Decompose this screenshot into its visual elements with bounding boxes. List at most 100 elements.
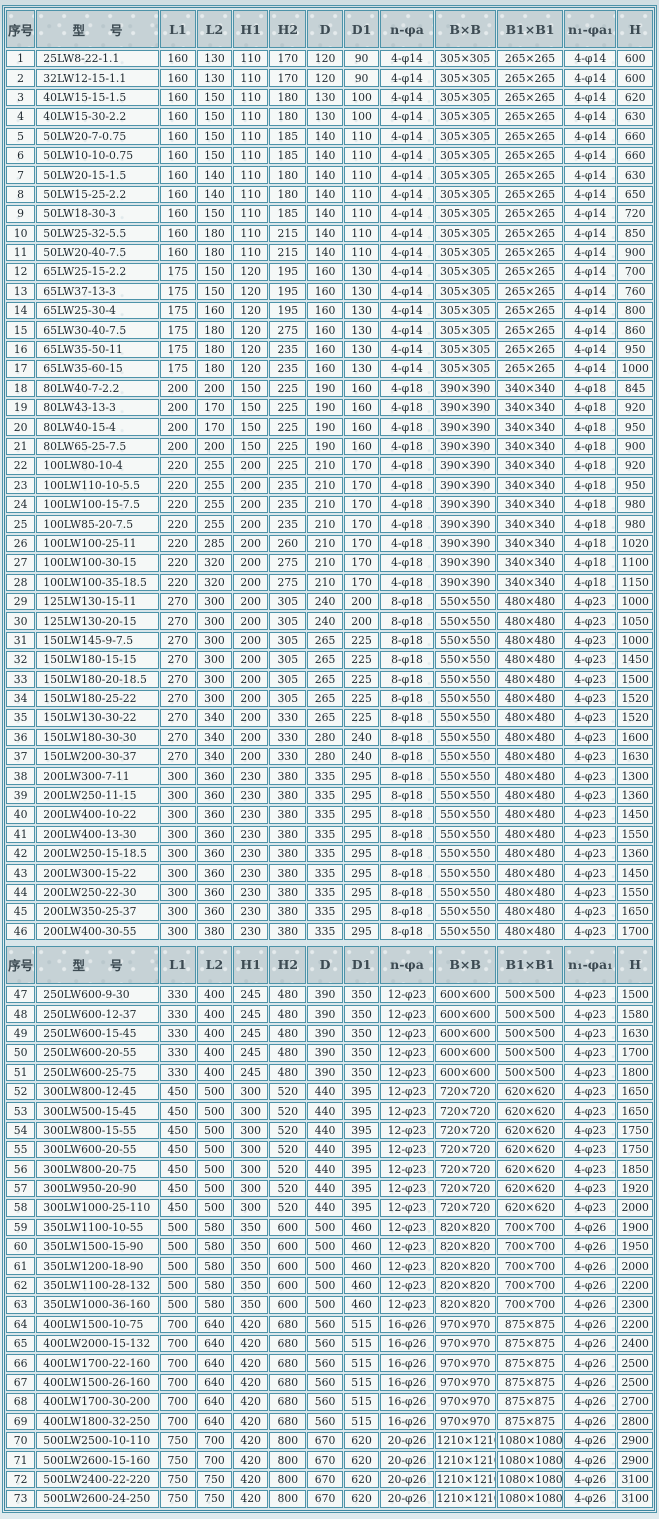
value-cell: 390×390 bbox=[434, 437, 496, 456]
model-cell: 200LW400-10-22 bbox=[36, 806, 159, 824]
value-cell: 480×480 bbox=[496, 612, 564, 630]
value-cell: 8-φ18 bbox=[380, 612, 434, 630]
value-cell: 630 bbox=[617, 166, 653, 184]
model-cell: 100LW100-25-11 bbox=[36, 534, 159, 553]
value-cell: 195 bbox=[269, 302, 307, 320]
value-cell: 140 bbox=[196, 166, 232, 184]
value-cell: 100 bbox=[343, 108, 380, 126]
value-cell: 440 bbox=[307, 1160, 343, 1178]
value-cell: 140 bbox=[196, 185, 232, 204]
value-cell: 160 bbox=[343, 437, 380, 456]
value-cell: 4-φ18 bbox=[564, 418, 617, 436]
value-cell: 800 bbox=[269, 1451, 307, 1469]
value-cell: 180 bbox=[269, 185, 307, 204]
value-cell: 1210×1210 bbox=[434, 1490, 496, 1508]
value-cell: 380 bbox=[269, 922, 307, 940]
value-cell: 820×820 bbox=[434, 1218, 496, 1237]
value-cell: 220 bbox=[159, 457, 196, 475]
value-cell: 16-φ26 bbox=[380, 1393, 434, 1411]
row-number-cell: 18 bbox=[6, 379, 36, 398]
model-cell: 150LW200-30-37 bbox=[36, 748, 159, 766]
row-number-cell: 4 bbox=[6, 108, 36, 126]
value-cell: 295 bbox=[343, 903, 380, 921]
value-cell: 360 bbox=[196, 786, 232, 805]
value-cell: 420 bbox=[232, 1412, 269, 1430]
value-cell: 720×720 bbox=[434, 1102, 496, 1120]
value-cell: 12-φ23 bbox=[380, 1102, 434, 1120]
value-cell: 1650 bbox=[617, 1082, 653, 1101]
table-row: 56 300LW800-20-75 450 500 300 520 440 395 12-φ23… bbox=[6, 1160, 653, 1178]
value-cell: 305×305 bbox=[434, 205, 496, 223]
table-row: 8 50LW15-25-2.2 160 140 110 180 140 110 4-φ14 305… bbox=[6, 185, 653, 204]
value-cell: 550×550 bbox=[434, 631, 496, 650]
value-cell: 515 bbox=[343, 1335, 380, 1353]
value-cell: 1020 bbox=[617, 534, 653, 553]
value-cell: 580 bbox=[196, 1238, 232, 1256]
value-cell: 700 bbox=[196, 1431, 232, 1450]
value-cell: 440 bbox=[307, 1141, 343, 1159]
value-cell: 265 bbox=[307, 689, 343, 708]
row-number-cell: 8 bbox=[6, 185, 36, 204]
value-cell: 4-φ14 bbox=[564, 146, 617, 165]
value-cell: 210 bbox=[307, 476, 343, 494]
model-cell: 50LW18-30-3 bbox=[36, 205, 159, 223]
value-cell: 120 bbox=[232, 263, 269, 281]
value-cell: 560 bbox=[307, 1373, 343, 1392]
value-cell: 305×305 bbox=[434, 50, 496, 68]
table-row: 48 250LW600-12-37 330 400 245 480 390 350 12-φ23… bbox=[6, 1005, 653, 1023]
value-cell: 110 bbox=[343, 127, 380, 145]
table-row: 61 350LW1200-18-90 500 580 350 600 500 460 12-φ2… bbox=[6, 1257, 653, 1275]
value-cell: 640 bbox=[196, 1393, 232, 1411]
value-cell: 4-φ14 bbox=[380, 263, 434, 281]
value-cell: 360 bbox=[196, 883, 232, 902]
row-number-cell: 63 bbox=[6, 1296, 36, 1314]
value-cell: 110 bbox=[232, 127, 269, 145]
value-cell: 170 bbox=[343, 495, 380, 514]
value-cell: 4-φ23 bbox=[564, 651, 617, 669]
value-cell: 820×820 bbox=[434, 1296, 496, 1314]
value-cell: 4-φ26 bbox=[564, 1335, 617, 1353]
value-cell: 4-φ23 bbox=[564, 767, 617, 785]
model-cell: 65LW25-30-4 bbox=[36, 302, 159, 320]
value-cell: 4-φ14 bbox=[380, 360, 434, 378]
value-cell: 160 bbox=[159, 69, 196, 87]
value-cell: 330 bbox=[269, 728, 307, 747]
model-cell: 25LW8-22-1.1 bbox=[36, 50, 159, 68]
value-cell: 295 bbox=[343, 845, 380, 863]
row-number-cell: 22 bbox=[6, 457, 36, 475]
value-cell: 270 bbox=[159, 728, 196, 747]
value-cell: 380 bbox=[269, 786, 307, 805]
value-cell: 620 bbox=[343, 1470, 380, 1489]
value-cell: 12-φ23 bbox=[380, 1257, 434, 1275]
value-cell: 4-φ14 bbox=[564, 243, 617, 262]
value-cell: 460 bbox=[343, 1238, 380, 1256]
value-cell: 4-φ14 bbox=[564, 166, 617, 184]
table-row: 41 200LW400-13-30 300 360 230 380 335 295 8-φ18 5… bbox=[6, 825, 653, 844]
model-cell: 500LW2600-15-160 bbox=[36, 1451, 159, 1469]
value-cell: 4-φ14 bbox=[380, 146, 434, 165]
value-cell: 150 bbox=[232, 418, 269, 436]
value-cell: 340×340 bbox=[496, 495, 564, 514]
value-cell: 110 bbox=[232, 205, 269, 223]
value-cell: 295 bbox=[343, 864, 380, 882]
value-cell: 2400 bbox=[617, 1335, 653, 1353]
value-cell: 4-φ18 bbox=[564, 515, 617, 533]
value-cell: 4-φ23 bbox=[564, 728, 617, 747]
value-cell: 420 bbox=[232, 1470, 269, 1489]
table-row: 36 150LW180-30-30 270 340 200 330 280 240 8-φ18 5… bbox=[6, 728, 653, 747]
value-cell: 110 bbox=[232, 166, 269, 184]
value-cell: 265 bbox=[307, 670, 343, 688]
value-cell: 4-φ14 bbox=[564, 340, 617, 359]
row-number-cell: 16 bbox=[6, 340, 36, 359]
value-cell: 1630 bbox=[617, 748, 653, 766]
value-cell: 150 bbox=[232, 437, 269, 456]
value-cell: 235 bbox=[269, 515, 307, 533]
value-cell: 1080×1080 bbox=[496, 1490, 564, 1508]
value-cell: 550×550 bbox=[434, 786, 496, 805]
model-cell: 50LW20-7-0.75 bbox=[36, 127, 159, 145]
table-row: 58 300LW1000-25-110 450 500 300 520 440 395 12-φ… bbox=[6, 1199, 653, 1217]
row-number-cell: 14 bbox=[6, 302, 36, 320]
value-cell: 120 bbox=[232, 282, 269, 301]
value-cell: 220 bbox=[159, 534, 196, 553]
row-number-cell: 62 bbox=[6, 1276, 36, 1295]
